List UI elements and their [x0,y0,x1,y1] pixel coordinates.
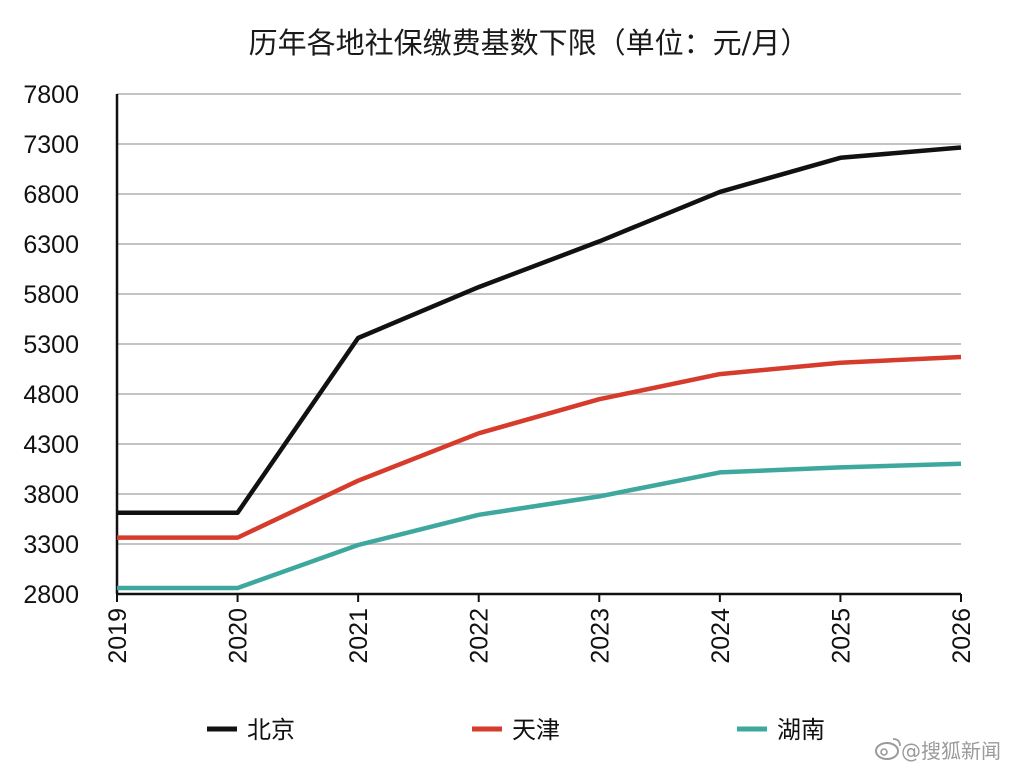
chart-title: 历年各地社保缴费基数下限（单位：元/月） [249,26,810,60]
x-tick-label: 2024 [707,608,735,664]
y-tick-label: 6800 [23,181,79,209]
legend-label: 湖南 [777,716,825,744]
series-line-1 [117,145,962,515]
grid-lines [117,93,961,545]
legend-label: 北京 [247,716,295,744]
x-tick-label: 2021 [345,608,373,664]
y-tick-label: 7800 [23,81,79,109]
x-tick-label: 2026 [948,608,976,664]
x-tick-label: 2020 [225,608,253,664]
x-tick-label: 2022 [466,608,494,664]
axes [115,94,962,602]
x-tick-label: 2025 [827,608,855,664]
y-tick-label: 3300 [23,531,79,559]
y-tick-label: 4300 [23,431,79,459]
y-tick-label: 4800 [23,381,79,409]
y-tick-label: 5300 [23,331,79,359]
y-tick-label: 2800 [23,581,79,609]
watermark-text: @搜狐新闻 [901,739,1001,763]
y-tick-label: 7300 [23,131,79,159]
x-tick-label: 2019 [104,608,132,664]
series-lines [117,145,962,591]
y-tick-label: 6300 [23,231,79,259]
y-axis-tick-labels: 2800 3300 3800 4300 4800 5300 5800 6300 6800 7300… [23,81,79,609]
x-axis-tick-labels: 2019 2020 2021 2022 2023 2024 2025 2026 [104,608,976,664]
y-tick-label: 5800 [23,281,79,309]
watermark: @搜狐新闻 [875,738,1001,763]
x-tick-label: 2023 [586,608,614,664]
legend: 北京 天津 湖南 [207,716,825,744]
weibo-logo-icon [875,738,901,760]
y-tick-label: 3800 [23,481,79,509]
legend-label: 天津 [512,716,560,744]
series-line-3 [117,461,962,591]
series-line-2 [117,354,962,540]
